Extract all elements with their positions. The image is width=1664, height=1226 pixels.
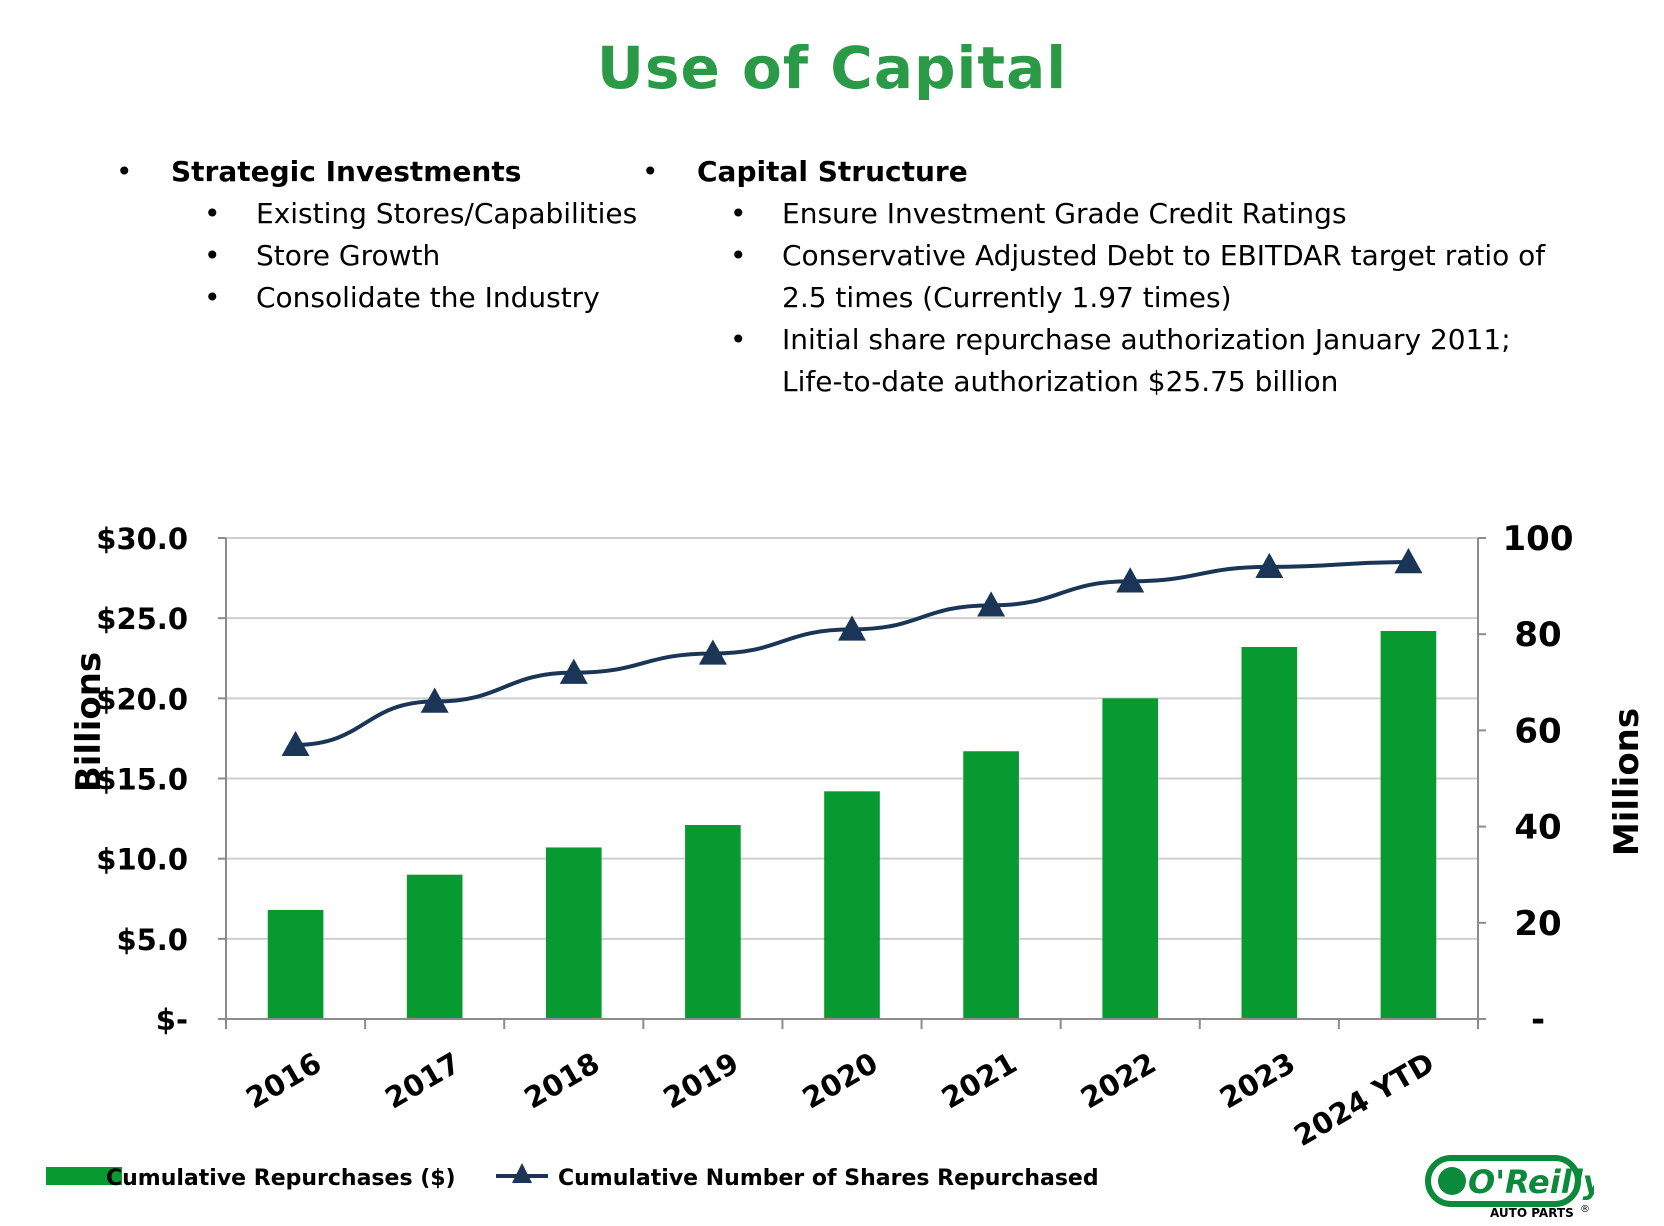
shares-line (281, 548, 1423, 757)
bullet-icon: • (730, 197, 747, 230)
list-item: • Ensure Investment Grade Credit Ratings (730, 193, 1545, 235)
line-point (698, 639, 727, 665)
y-tick-label: $20.0 (96, 682, 188, 716)
bullet-icon: • (730, 323, 747, 356)
legend-line-label: Cumulative Number of Shares Repurchased (558, 1166, 1099, 1191)
line-point (1394, 548, 1423, 574)
bullet-icon: • (204, 197, 221, 230)
line-point (420, 687, 449, 713)
y-tick-label: $5.0 (116, 923, 188, 957)
y-tick-label: $- (156, 1003, 188, 1037)
y2-tick-label: - (1531, 1000, 1545, 1040)
y2-tick-label: 20 (1514, 904, 1561, 944)
line-point (838, 615, 866, 641)
x-tick-label: 2019 (657, 1046, 744, 1116)
strategic-investments-section: • Strategic Investments • Existing Stores… (116, 151, 637, 319)
y2-axis-title: Millions (1607, 708, 1647, 856)
bars (267, 630, 1437, 1019)
x-tick-label: 2017 (379, 1046, 466, 1116)
clover-icon (1438, 1167, 1466, 1195)
logo-sub: AUTO PARTS (1490, 1206, 1574, 1220)
bullet-icon: • (730, 239, 747, 272)
legend-bar-swatch (46, 1167, 122, 1185)
y-axis-title: Billions (69, 652, 109, 792)
x-tick-label: 2020 (797, 1046, 884, 1116)
page-title: Use of Capital (596, 34, 1068, 102)
x-tick-label: 2024 YTD (1288, 1046, 1440, 1153)
list-item: • Existing Stores/Capabilities (204, 193, 637, 235)
x-tick-label: 2018 (518, 1046, 605, 1116)
bullet-icon: • (204, 239, 221, 272)
bar (685, 824, 741, 1019)
bullet-icon: • (204, 281, 221, 314)
list-item: • Conservative Adjusted Debt to EBITDAR t… (730, 235, 1545, 319)
legend-bar-label: Cumulative Repurchases ($) (106, 1166, 456, 1191)
line-point (281, 730, 310, 757)
y2-tick-label: 100 (1503, 519, 1574, 559)
y-tick-label: $30.0 (96, 522, 188, 556)
y-tick-label: $15.0 (96, 763, 188, 797)
y-tick-label: $10.0 (96, 843, 188, 877)
bar (963, 751, 1019, 1019)
line-point (559, 658, 588, 684)
bullet-icon: • (642, 155, 659, 188)
bar (1380, 630, 1437, 1019)
triangle-icon (512, 1163, 532, 1183)
line-point (1255, 552, 1284, 579)
bar (406, 874, 463, 1019)
x-tick-label: 2021 (936, 1046, 1023, 1116)
x-tick-label: 2016 (240, 1046, 327, 1116)
capital-structure-section: • Capital Structure • Ensure Investment G… (642, 151, 1545, 403)
list-item: • Initial share repurchase authorization … (730, 319, 1545, 403)
logo-mark: ® (1580, 1204, 1590, 1215)
x-tick-label: 2022 (1075, 1046, 1162, 1116)
x-tick-label: 2023 (1214, 1046, 1301, 1116)
line-point (1116, 567, 1145, 593)
bullet-icon: • (116, 155, 133, 188)
y2-tick-label: 80 (1514, 615, 1561, 655)
y2-tick-label: 60 (1514, 711, 1561, 751)
y2-tick-label: 40 (1514, 808, 1561, 848)
bar (1241, 647, 1298, 1019)
bar (267, 909, 324, 1019)
bar (1102, 698, 1159, 1019)
axes (218, 537, 1486, 1029)
oreilly-logo: O'Reilly AUTO PARTS ® (1425, 1155, 1594, 1220)
section-heading: Capital Structure (697, 155, 968, 188)
list-item: • Consolidate the Industry (204, 277, 637, 319)
bar (824, 791, 880, 1019)
line-point (977, 591, 1006, 617)
logo-brand: O'Reilly (1468, 1163, 1594, 1201)
bar (545, 847, 602, 1019)
section-heading: Strategic Investments (171, 155, 522, 188)
legend: Cumulative Repurchases ($) Cumulative Nu… (46, 1163, 1099, 1191)
list-item: • Store Growth (204, 235, 637, 277)
y-tick-label: $25.0 (96, 602, 188, 636)
